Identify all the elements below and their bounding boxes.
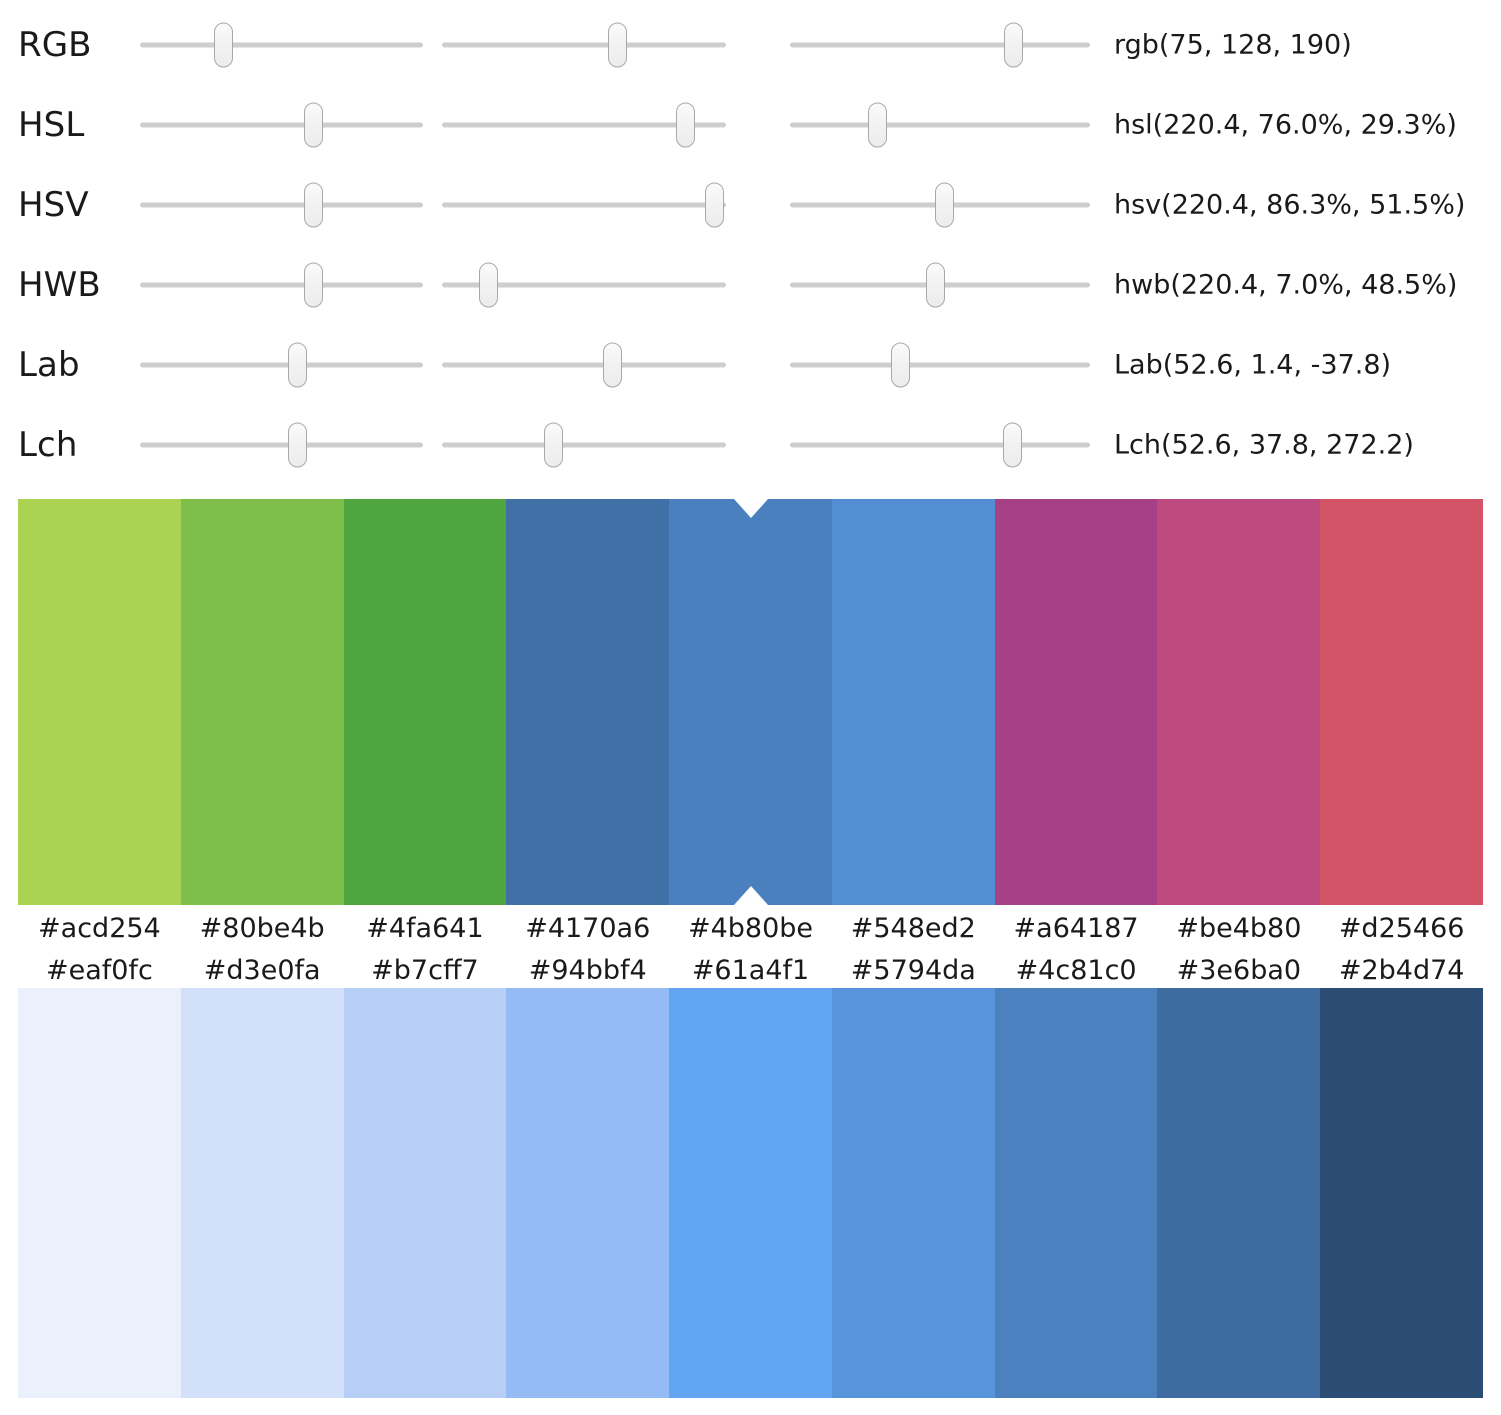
- slider-row-label: HWB: [18, 265, 101, 305]
- slider-row-rgb: RGB rgb(75, 128, 190): [0, 5, 1501, 85]
- slider-track-hsl-hue[interactable]: [140, 102, 423, 148]
- color-swatch[interactable]: [180, 988, 344, 1398]
- slider-thumb-hsv-saturation[interactable]: [705, 182, 725, 228]
- slider-row-label: HSL: [18, 105, 85, 145]
- slider-row-hwb: HWB hwb(220.4, 7.0%, 48.5%): [0, 245, 1501, 325]
- hex-code-label: #80be4b: [199, 913, 325, 944]
- color-swatch[interactable]: [1320, 499, 1484, 905]
- selected-swatch-marker-bottom-icon: [733, 886, 768, 905]
- slider-track-lab-a[interactable]: [442, 342, 726, 388]
- hex-code-label: #b7cff7: [371, 955, 479, 986]
- hex-code-label: #4fa641: [366, 913, 484, 944]
- slider-track-lch-chroma[interactable]: [442, 422, 726, 468]
- hex-code-label: #548ed2: [850, 913, 976, 944]
- color-swatch[interactable]: [506, 988, 670, 1398]
- slider-track-lch-hue[interactable]: [790, 422, 1090, 468]
- slider-row-label: Lab: [18, 345, 80, 385]
- slider-row-hsl: HSL hsl(220.4, 76.0%, 29.3%): [0, 85, 1501, 165]
- slider-thumb-hwb-blackness[interactable]: [926, 262, 945, 308]
- palette-strip-bottom: [18, 988, 1484, 1398]
- slider-track-hsv-hue[interactable]: [140, 182, 423, 228]
- slider-thumb-rgb-green[interactable]: [608, 22, 628, 68]
- slider-row-label: Lch: [18, 425, 78, 465]
- slider-track-rgb-blue[interactable]: [790, 22, 1090, 68]
- slider-thumb-lch-lightness[interactable]: [288, 422, 308, 468]
- slider-thumb-hsv-hue[interactable]: [303, 182, 323, 228]
- slider-thumb-lab-a[interactable]: [603, 342, 623, 388]
- slider-value-text: hsl(220.4, 76.0%, 29.3%): [1114, 109, 1457, 141]
- hex-code-label: #3e6ba0: [1176, 955, 1302, 986]
- color-swatch[interactable]: [343, 988, 507, 1398]
- color-swatch[interactable]: [1157, 499, 1321, 905]
- hex-code-label: #94bbf4: [528, 955, 647, 986]
- slider-row-lab: Lab Lab(52.6, 1.4, -37.8): [0, 325, 1501, 405]
- hex-code-label: #4b80be: [687, 913, 814, 944]
- hex-code-label: #4c81c0: [1015, 955, 1137, 986]
- slider-thumb-hsl-saturation[interactable]: [676, 102, 696, 148]
- color-swatch[interactable]: [994, 988, 1158, 1398]
- hex-code-label: #eaf0fc: [45, 955, 153, 986]
- slider-track-hsv-value[interactable]: [790, 182, 1090, 228]
- slider-track-lab-lightness[interactable]: [140, 342, 423, 388]
- slider-thumb-hsl-lightness[interactable]: [868, 102, 888, 148]
- hex-code-label: #d3e0fa: [203, 955, 321, 986]
- color-swatch[interactable]: [994, 499, 1158, 905]
- color-model-sliders: RGB rgb(75, 128, 190) HSL hsl(220.4, 76.0%,…: [0, 0, 1501, 490]
- color-swatch[interactable]: [180, 499, 344, 905]
- slider-row-lch: Lch Lch(52.6, 37.8, 272.2): [0, 405, 1501, 485]
- slider-track-hsl-saturation[interactable]: [442, 102, 726, 148]
- slider-thumb-lab-lightness[interactable]: [288, 342, 308, 388]
- slider-track-rgb-red[interactable]: [140, 22, 423, 68]
- hex-code-label: #4170a6: [525, 913, 651, 944]
- hex-label-row-bottom: #eaf0fc #d3e0fa #b7cff7 #94bbf4 #61a4f1 #5794…: [18, 950, 1483, 992]
- slider-thumb-hwb-whiteness[interactable]: [478, 262, 498, 308]
- slider-row-hsv: HSV hsv(220.4, 86.3%, 51.5%): [0, 165, 1501, 245]
- color-swatch[interactable]: [18, 988, 181, 1398]
- color-swatch[interactable]: [343, 499, 507, 905]
- hex-code-label: #61a4f1: [691, 955, 810, 986]
- slider-value-text: rgb(75, 128, 190): [1114, 29, 1352, 61]
- slider-thumb-lch-hue[interactable]: [1002, 422, 1022, 468]
- slider-track-lch-lightness[interactable]: [140, 422, 423, 468]
- color-swatch[interactable]: [1320, 988, 1484, 1398]
- slider-thumb-lab-b[interactable]: [890, 342, 910, 388]
- slider-thumb-hwb-hue[interactable]: [303, 262, 323, 308]
- slider-thumb-rgb-red[interactable]: [213, 22, 233, 68]
- slider-thumb-hsl-hue[interactable]: [303, 102, 323, 148]
- slider-track-hsv-saturation[interactable]: [442, 182, 726, 228]
- palette-strip-top: [18, 499, 1484, 905]
- slider-thumb-lch-chroma[interactable]: [543, 422, 563, 468]
- slider-row-label: HSV: [18, 185, 89, 225]
- slider-value-text: hsv(220.4, 86.3%, 51.5%): [1114, 189, 1466, 221]
- slider-track-hwb-hue[interactable]: [140, 262, 423, 308]
- slider-track-hsl-lightness[interactable]: [790, 102, 1090, 148]
- slider-track-hwb-whiteness[interactable]: [442, 262, 726, 308]
- slider-track-rgb-green[interactable]: [442, 22, 726, 68]
- hex-code-label: #2b4d74: [1338, 955, 1465, 986]
- color-swatch[interactable]: [831, 988, 995, 1398]
- selected-swatch-marker-top-icon: [733, 499, 768, 518]
- color-swatch[interactable]: [831, 499, 995, 905]
- slider-value-text: Lab(52.6, 1.4, -37.8): [1114, 349, 1392, 381]
- slider-track-hwb-blackness[interactable]: [790, 262, 1090, 308]
- color-swatch[interactable]: [1157, 988, 1321, 1398]
- slider-row-label: RGB: [18, 25, 92, 65]
- color-swatch[interactable]: [669, 499, 832, 905]
- hex-code-label: #a64187: [1013, 913, 1139, 944]
- slider-track-lab-b[interactable]: [790, 342, 1090, 388]
- hex-code-label: #5794da: [850, 955, 976, 986]
- hex-code-label: #be4b80: [1176, 913, 1302, 944]
- slider-thumb-rgb-blue[interactable]: [1004, 22, 1023, 68]
- hex-code-label: #d25466: [1338, 913, 1465, 944]
- hex-label-row-top: #acd254 #80be4b #4fa641 #4170a6 #4b80be #548e…: [18, 908, 1483, 950]
- color-swatch[interactable]: [18, 499, 181, 905]
- slider-value-text: hwb(220.4, 7.0%, 48.5%): [1114, 269, 1458, 301]
- color-swatch[interactable]: [669, 988, 832, 1398]
- color-swatch[interactable]: [506, 499, 670, 905]
- hex-code-label: #acd254: [38, 913, 161, 944]
- slider-value-text: Lch(52.6, 37.8, 272.2): [1114, 429, 1414, 461]
- slider-thumb-hsv-value[interactable]: [935, 182, 954, 228]
